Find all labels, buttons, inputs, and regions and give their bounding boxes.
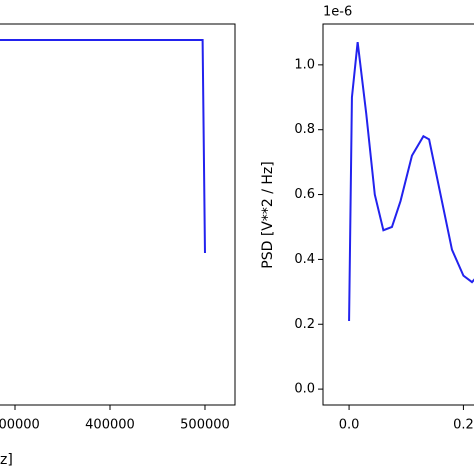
x-axis-label: z] <box>0 452 13 468</box>
axes-frame <box>322 23 474 406</box>
offset-text: 1e-6 <box>323 5 352 20</box>
plot-area <box>348 42 474 322</box>
x-tick-label: 400000 <box>85 418 135 433</box>
y-tick-label: 1.0 <box>294 57 315 72</box>
axes-frame <box>0 23 236 406</box>
y-tick-label: 0.8 <box>294 122 315 137</box>
plot-area <box>0 39 206 253</box>
y-axis-label: PSD [V**2 / Hz] <box>260 161 276 268</box>
x-tick-label: 0.2 <box>453 418 474 433</box>
x-tick-label: 300000 <box>0 418 40 433</box>
line <box>348 42 474 322</box>
y-tick-label: 0.0 <box>294 382 315 397</box>
line <box>0 39 206 253</box>
y-tick-label: 0.2 <box>294 317 315 332</box>
x-tick-label: 500000 <box>180 418 230 433</box>
y-tick-label: 0.4 <box>294 252 315 267</box>
x-tick-label: 0.0 <box>339 418 360 433</box>
y-tick-label: 0.6 <box>294 187 315 202</box>
